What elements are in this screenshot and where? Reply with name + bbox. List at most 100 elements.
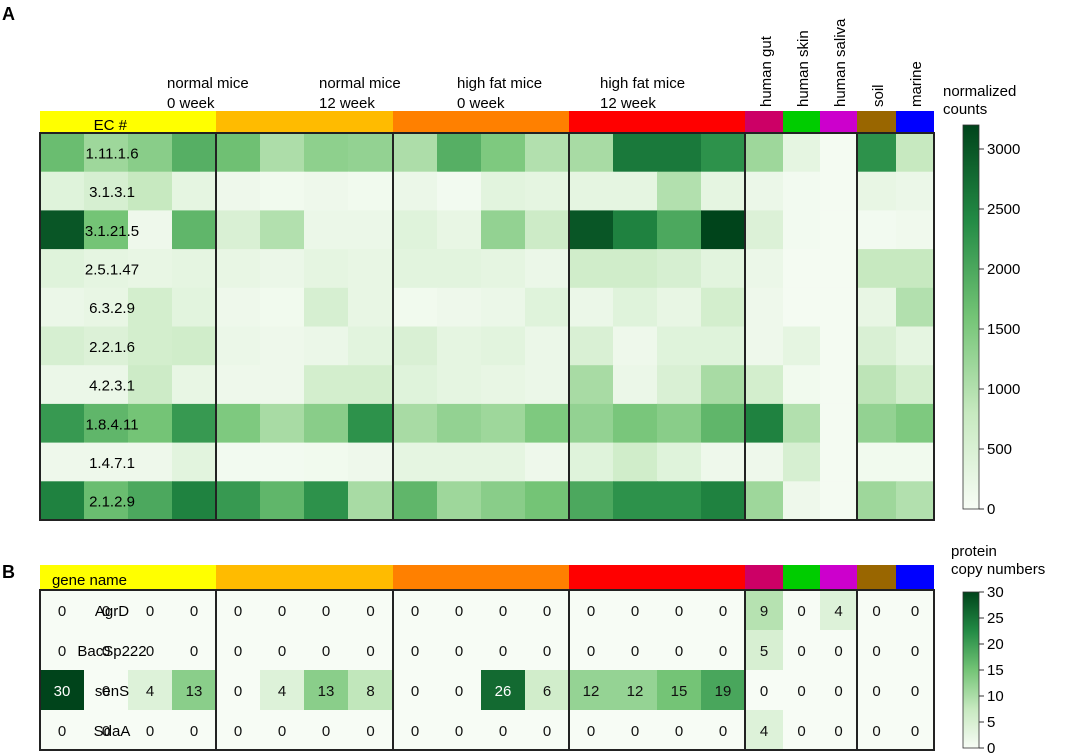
heatmap-cell: [613, 172, 658, 211]
cell-value-label: 0: [366, 723, 374, 740]
heatmap-cell: [40, 443, 85, 482]
heatmap-cell: [260, 327, 305, 366]
cell-value-label: 0: [146, 643, 154, 660]
cell-value-label: 0: [234, 643, 242, 660]
heatmap-cell: [820, 327, 858, 366]
colorbar-tick-label: 1500: [987, 321, 1020, 338]
heatmap-cell: [40, 288, 85, 327]
heatmap-cell: [525, 443, 570, 482]
heatmap-cell: [437, 210, 482, 249]
cell-value-label: 0: [322, 723, 330, 740]
heatmap-cell: [820, 443, 858, 482]
heatmap-cell: [857, 365, 897, 404]
cell-value-label: 0: [322, 643, 330, 660]
row-label: 3.1.3.1: [89, 184, 135, 201]
heatmap-cell: [613, 249, 658, 288]
group-label: high fat mice: [600, 75, 685, 92]
heatmap-cell: [569, 210, 614, 249]
group-color-bar-5: [783, 565, 820, 589]
row-label: BacSp222: [77, 643, 146, 660]
group-label: 12 week: [319, 95, 375, 112]
heatmap-cell: [348, 481, 394, 520]
heatmap-cell: [745, 249, 784, 288]
cell-value-label: 0: [911, 683, 919, 700]
cell-value-label: 0: [543, 603, 551, 620]
heatmap-cell: [216, 365, 261, 404]
cell-value-label: 0: [872, 723, 880, 740]
heatmap-cell: [569, 288, 614, 327]
row-label: 2.1.2.9: [89, 494, 135, 511]
heatmap-cell: [783, 443, 821, 482]
panel-b-label: B: [2, 562, 15, 582]
colorbar-tick-label: 30: [987, 584, 1004, 601]
heatmap-cell: [348, 288, 394, 327]
cell-value-label: 0: [146, 603, 154, 620]
cell-value-label: 0: [366, 603, 374, 620]
heatmap-cell: [40, 172, 85, 211]
heatmap-cell: [172, 404, 217, 443]
heatmap-cell: [745, 365, 784, 404]
heatmap-cell: [40, 404, 85, 443]
heatmap-cell: [481, 443, 526, 482]
heatmap-cell: [40, 327, 85, 366]
heatmap-cell: [783, 172, 821, 211]
row-label: 3.1.21.5: [85, 223, 139, 240]
cell-value-label: 0: [499, 643, 507, 660]
heatmap-cell: [304, 288, 349, 327]
cell-value-label: 0: [631, 643, 639, 660]
cell-value-label: 0: [719, 723, 727, 740]
heatmap-cell: [304, 404, 349, 443]
heatmap-cell: [857, 288, 897, 327]
heatmap-cell: [569, 133, 614, 172]
group-color-bar-8: [896, 565, 934, 589]
heatmap-cell: [481, 288, 526, 327]
heatmap-cell: [857, 404, 897, 443]
cell-value-label: 0: [366, 643, 374, 660]
heatmap-cell: [820, 249, 858, 288]
heatmap-cell: [820, 133, 858, 172]
cell-value-label: 0: [190, 723, 198, 740]
group-label-rotated: human gut: [758, 35, 775, 107]
cell-value-label: 0: [834, 683, 842, 700]
heatmap-cell: [569, 249, 614, 288]
group-color-bar-1: [216, 565, 393, 589]
heatmap-cell: [172, 365, 217, 404]
heatmap-cell: [896, 481, 935, 520]
cell-value-label: 0: [58, 723, 66, 740]
heatmap-cell: [393, 481, 438, 520]
heatmap-cell: [304, 327, 349, 366]
heatmap-cell: [525, 249, 570, 288]
heatmap-cell: [896, 404, 935, 443]
heatmap-cell: [304, 365, 349, 404]
cell-value-label: 9: [760, 603, 768, 620]
cell-value-label: 12: [627, 683, 644, 700]
heatmap-cell: [745, 481, 784, 520]
heatmap-cell: [820, 365, 858, 404]
heatmap-cell: [216, 404, 261, 443]
colorbar-tick-label: 500: [987, 441, 1012, 458]
heatmap-cell: [613, 481, 658, 520]
heatmap-cell: [348, 365, 394, 404]
heatmap-cell: [657, 210, 702, 249]
heatmap-cell: [481, 249, 526, 288]
colorbar-tick-label: 5: [987, 714, 995, 731]
group-label: 0 week: [167, 95, 215, 112]
heatmap-cell: [393, 172, 438, 211]
heatmap-cell: [525, 481, 570, 520]
heatmap-cell: [393, 133, 438, 172]
row-label: AgrD: [95, 603, 129, 620]
group-label: normal mice: [319, 75, 401, 92]
heatmap-cell: [40, 249, 85, 288]
heatmap-cell: [783, 249, 821, 288]
heatmap-cell: [657, 172, 702, 211]
heatmap-cell: [857, 172, 897, 211]
colorbar: [963, 125, 979, 509]
heatmap-cell: [613, 443, 658, 482]
heatmap-cell: [525, 288, 570, 327]
heatmap-cell: [348, 443, 394, 482]
heatmap-cell: [393, 365, 438, 404]
heatmap-cell: [820, 404, 858, 443]
heatmap-cell: [701, 210, 746, 249]
heatmap-cell: [857, 443, 897, 482]
heatmap-cell: [613, 133, 658, 172]
